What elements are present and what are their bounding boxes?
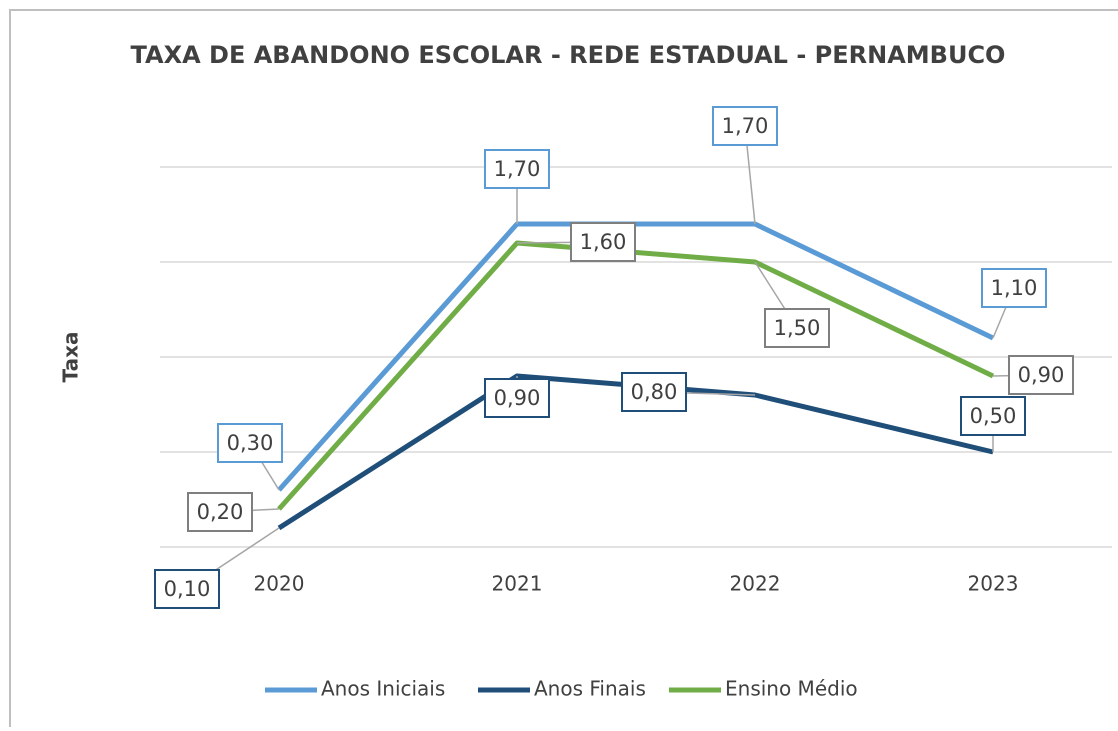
data-label-box — [484, 149, 550, 189]
data-label: 1,50 — [774, 316, 821, 340]
data-label: 0,10 — [164, 577, 211, 601]
data-label: 1,70 — [722, 114, 769, 138]
data-label-box — [960, 396, 1026, 436]
chart-frame — [9, 9, 1118, 731]
x-tick-label: 2020 — [254, 572, 305, 596]
x-tick-label: 2023 — [968, 572, 1019, 596]
data-label: 0,30 — [227, 431, 274, 455]
data-label: 0,80 — [631, 380, 678, 404]
y-axis-title: Taxa — [59, 332, 83, 383]
data-label-box — [187, 492, 253, 532]
x-tick-label: 2021 — [492, 572, 543, 596]
data-label-box — [712, 106, 778, 146]
chart-title: TAXA DE ABANDONO ESCOLAR - REDE ESTADUAL… — [131, 41, 1006, 69]
data-label-box — [1008, 355, 1074, 395]
data-label-box — [154, 569, 220, 609]
x-tick-label: 2022 — [730, 572, 781, 596]
legend-label: Anos Iniciais — [321, 677, 445, 701]
legend-label: Anos Finais — [534, 677, 646, 701]
data-label: 0,50 — [970, 404, 1017, 428]
data-label: 1,70 — [494, 157, 541, 181]
legend-label: Ensino Médio — [725, 677, 858, 701]
data-label-box — [764, 308, 830, 348]
data-label: 1,60 — [580, 230, 627, 254]
data-label: 0,20 — [197, 500, 244, 524]
data-label: 0,90 — [494, 386, 541, 410]
data-label-box — [570, 222, 636, 262]
data-label: 0,90 — [1018, 363, 1065, 387]
data-label-box — [484, 378, 550, 418]
data-label-box — [217, 423, 283, 463]
data-label-box — [981, 268, 1047, 308]
data-label-box — [621, 372, 687, 412]
data-label: 1,10 — [991, 276, 1038, 300]
